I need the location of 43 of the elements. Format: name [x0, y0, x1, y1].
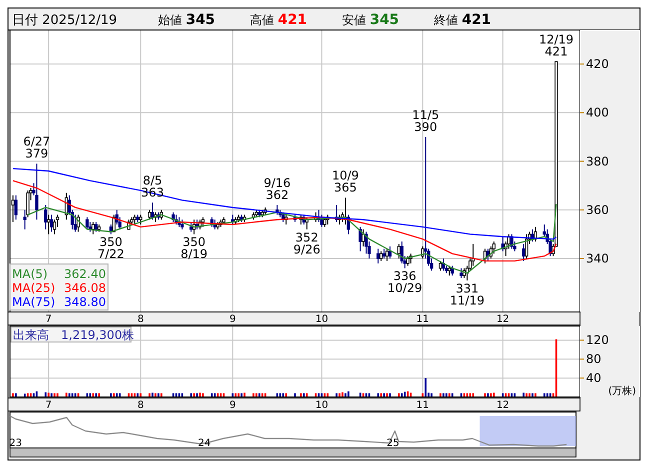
annotation: 350 7/22	[97, 235, 124, 262]
y-tick-label: 80	[586, 352, 602, 366]
x-tick-label: 12	[496, 314, 510, 325]
annotation: 11/5 390	[412, 108, 440, 134]
x-tick-label: 24	[198, 438, 211, 449]
annotation: 12/19 421	[538, 32, 574, 59]
y-tick-label: 360	[586, 202, 609, 217]
x-tick-label: 9	[229, 314, 236, 325]
y-tick-label: 120	[586, 333, 609, 348]
y-tick-label: 40	[586, 371, 602, 386]
annotation: 9/16 362	[264, 176, 291, 202]
text: 始値 345	[158, 12, 216, 28]
text: MA(5) 362.40	[12, 267, 106, 281]
annotation: 6/27 379	[23, 134, 50, 161]
annotation: 10/9 365	[332, 168, 359, 195]
text: MA(25) 346.08	[12, 281, 106, 295]
annotation: 352 9/26	[293, 230, 320, 256]
text: 安値 345	[342, 12, 400, 28]
x-tick-label: 10	[315, 400, 328, 411]
chart-title: 出来高 1,219,300株	[13, 328, 134, 342]
x-tick-label: 11	[416, 314, 430, 325]
text: 終値 421	[433, 12, 492, 28]
x-tick-label: 11	[416, 400, 430, 411]
annotation: 350 8/19	[180, 235, 208, 262]
y-axis-title: (万株)	[608, 385, 636, 397]
text: MA(75) 348.80	[12, 295, 106, 309]
x-tick-label: 23	[9, 438, 22, 449]
text: 高値 421	[250, 12, 308, 28]
y-tick-label: 400	[586, 106, 609, 120]
x-tick-label: 8	[137, 314, 144, 325]
x-tick-label: 10	[315, 314, 328, 325]
x-tick-label: 9	[229, 400, 236, 411]
x-tick-label: 7	[45, 314, 52, 325]
x-tick-label: 8	[137, 400, 144, 411]
x-tick-label: 12	[496, 400, 510, 411]
x-tick-label: 25	[386, 438, 400, 449]
y-tick-label: 340	[586, 252, 609, 266]
y-tick-label: 380	[586, 154, 609, 168]
annotation: 331 11/19	[450, 281, 484, 308]
y-tick-label: 420	[586, 57, 609, 72]
annotation: 336 10/29	[388, 269, 422, 296]
chart-title: 日付 2025/12/19	[12, 13, 118, 28]
x-tick-label: 7	[45, 400, 52, 411]
